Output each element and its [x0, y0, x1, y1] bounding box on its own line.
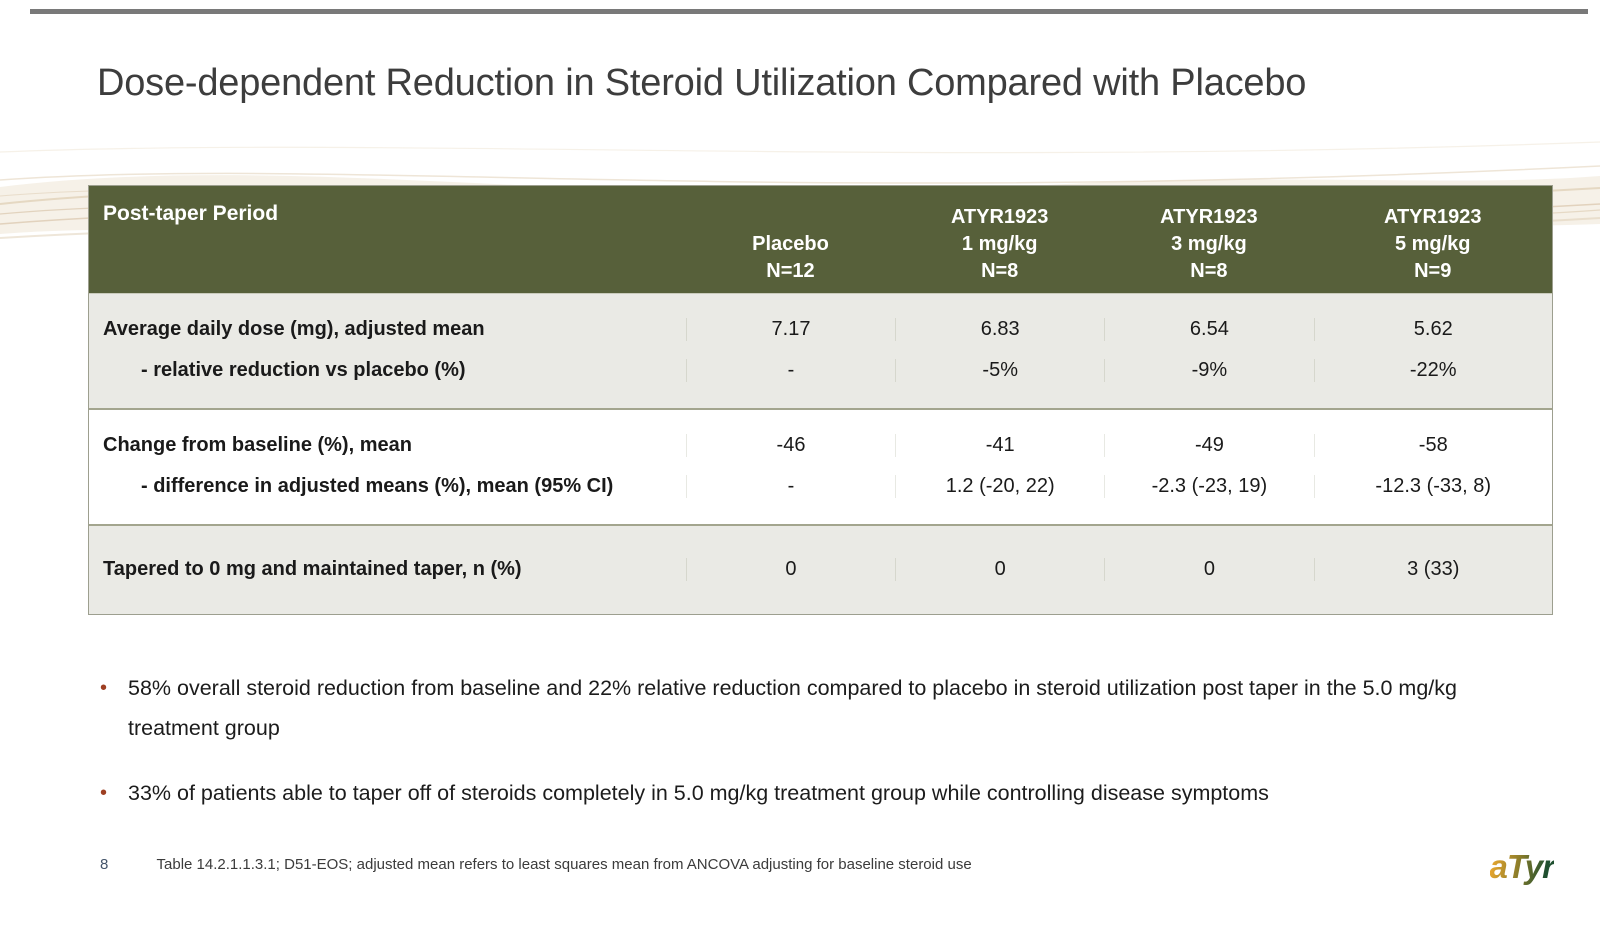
cell-value: 0 [895, 558, 1104, 581]
table-row: Tapered to 0 mg and maintained taper, n … [89, 549, 1552, 590]
row-label: Average daily dose (mg), adjusted mean [103, 318, 485, 340]
table-corner-label: Post-taper Period [103, 202, 279, 225]
column-header-line: 1 mg/kg [961, 233, 1038, 255]
cell-value: -46 [685, 434, 895, 457]
bullet-icon: • [100, 677, 108, 699]
column-header-line: ATYR1923 [1160, 206, 1258, 228]
row-label: Tapered to 0 mg and maintained taper, n … [103, 558, 522, 580]
cell-value: 7.17 [685, 318, 895, 341]
atyr-logo: aTyr [1489, 848, 1555, 885]
column-header-line: N=8 [1190, 260, 1228, 282]
cell-value: 3 (33) [1313, 558, 1552, 581]
slide-footer: 8 Table 14.2.1.1.3.1; D51-EOS; adjusted … [100, 856, 972, 873]
cell-value: 0 [685, 558, 895, 581]
row-label: - difference in adjusted means (%), mean… [141, 475, 614, 497]
row-group-tapered-to-zero: Tapered to 0 mg and maintained taper, n … [89, 524, 1552, 614]
cell-value: -49 [1104, 434, 1313, 457]
column-header-atyr1923-5mgkg: ATYR1923 5 mg/kg N=9 [1314, 186, 1552, 293]
column-header-line: 5 mg/kg [1394, 233, 1471, 255]
cell-value: -12.3 (-33, 8) [1313, 475, 1552, 498]
bullet-icon: • [100, 782, 108, 804]
bullet-list: • 58% overall steroid reduction from bas… [100, 668, 1500, 838]
cell-value: 5.62 [1313, 318, 1552, 341]
row-group-average-daily-dose: Average daily dose (mg), adjusted mean 7… [89, 293, 1552, 408]
table-row: - difference in adjusted means (%), mean… [89, 466, 1552, 507]
cell-value: -2.3 (-23, 19) [1104, 475, 1313, 498]
column-header-line: N=9 [1414, 260, 1452, 282]
column-header-line: N=8 [981, 260, 1019, 282]
cell-value: - [685, 475, 895, 498]
cell-value: 6.54 [1104, 318, 1313, 341]
cell-value: -41 [895, 434, 1104, 457]
page-title: Dose-dependent Reduction in Steroid Util… [97, 62, 1307, 104]
table-header-row: Post-taper Period Placebo N=12 ATYR1923 … [89, 186, 1552, 293]
column-header-line: 3 mg/kg [1171, 233, 1247, 255]
column-header-line: ATYR1923 [950, 206, 1049, 228]
table-row: Average daily dose (mg), adjusted mean 7… [89, 309, 1552, 350]
bullet-text: 33% of patients able to taper off of ste… [128, 781, 1269, 805]
column-header-line: ATYR1923 [1384, 206, 1482, 228]
bullet-text: 58% overall steroid reduction from basel… [128, 676, 1457, 740]
cell-value: -58 [1313, 434, 1552, 457]
column-header-line: N=12 [766, 260, 815, 282]
top-accent-bar [30, 9, 1588, 14]
row-label: - relative reduction vs placebo (%) [141, 359, 466, 381]
row-group-change-from-baseline: Change from baseline (%), mean -46 -41 -… [89, 408, 1552, 524]
page-number: 8 [100, 856, 109, 873]
list-item: • 33% of patients able to taper off of s… [100, 773, 1500, 813]
row-label: Change from baseline (%), mean [103, 434, 412, 456]
data-table: Post-taper Period Placebo N=12 ATYR1923 … [88, 185, 1553, 615]
cell-value: -22% [1313, 359, 1552, 382]
column-header-line: Placebo [752, 233, 829, 255]
cell-value: - [685, 359, 895, 382]
cell-value: 1.2 (-20, 22) [895, 475, 1104, 498]
footnote-text: Table 14.2.1.1.3.1; D51-EOS; adjusted me… [156, 856, 972, 873]
column-header-atyr1923-3mgkg: ATYR1923 3 mg/kg N=8 [1104, 186, 1313, 293]
cell-value: -5% [895, 359, 1104, 382]
cell-value: 6.83 [895, 318, 1104, 341]
column-header-placebo: Placebo N=12 [686, 186, 895, 293]
table-row: Change from baseline (%), mean -46 -41 -… [89, 425, 1552, 466]
cell-value: -9% [1104, 359, 1313, 382]
table-row: - relative reduction vs placebo (%) - -5… [89, 350, 1552, 391]
cell-value: 0 [1104, 558, 1313, 581]
list-item: • 58% overall steroid reduction from bas… [100, 668, 1500, 748]
column-header-atyr1923-1mgkg: ATYR1923 1 mg/kg N=8 [895, 186, 1104, 293]
